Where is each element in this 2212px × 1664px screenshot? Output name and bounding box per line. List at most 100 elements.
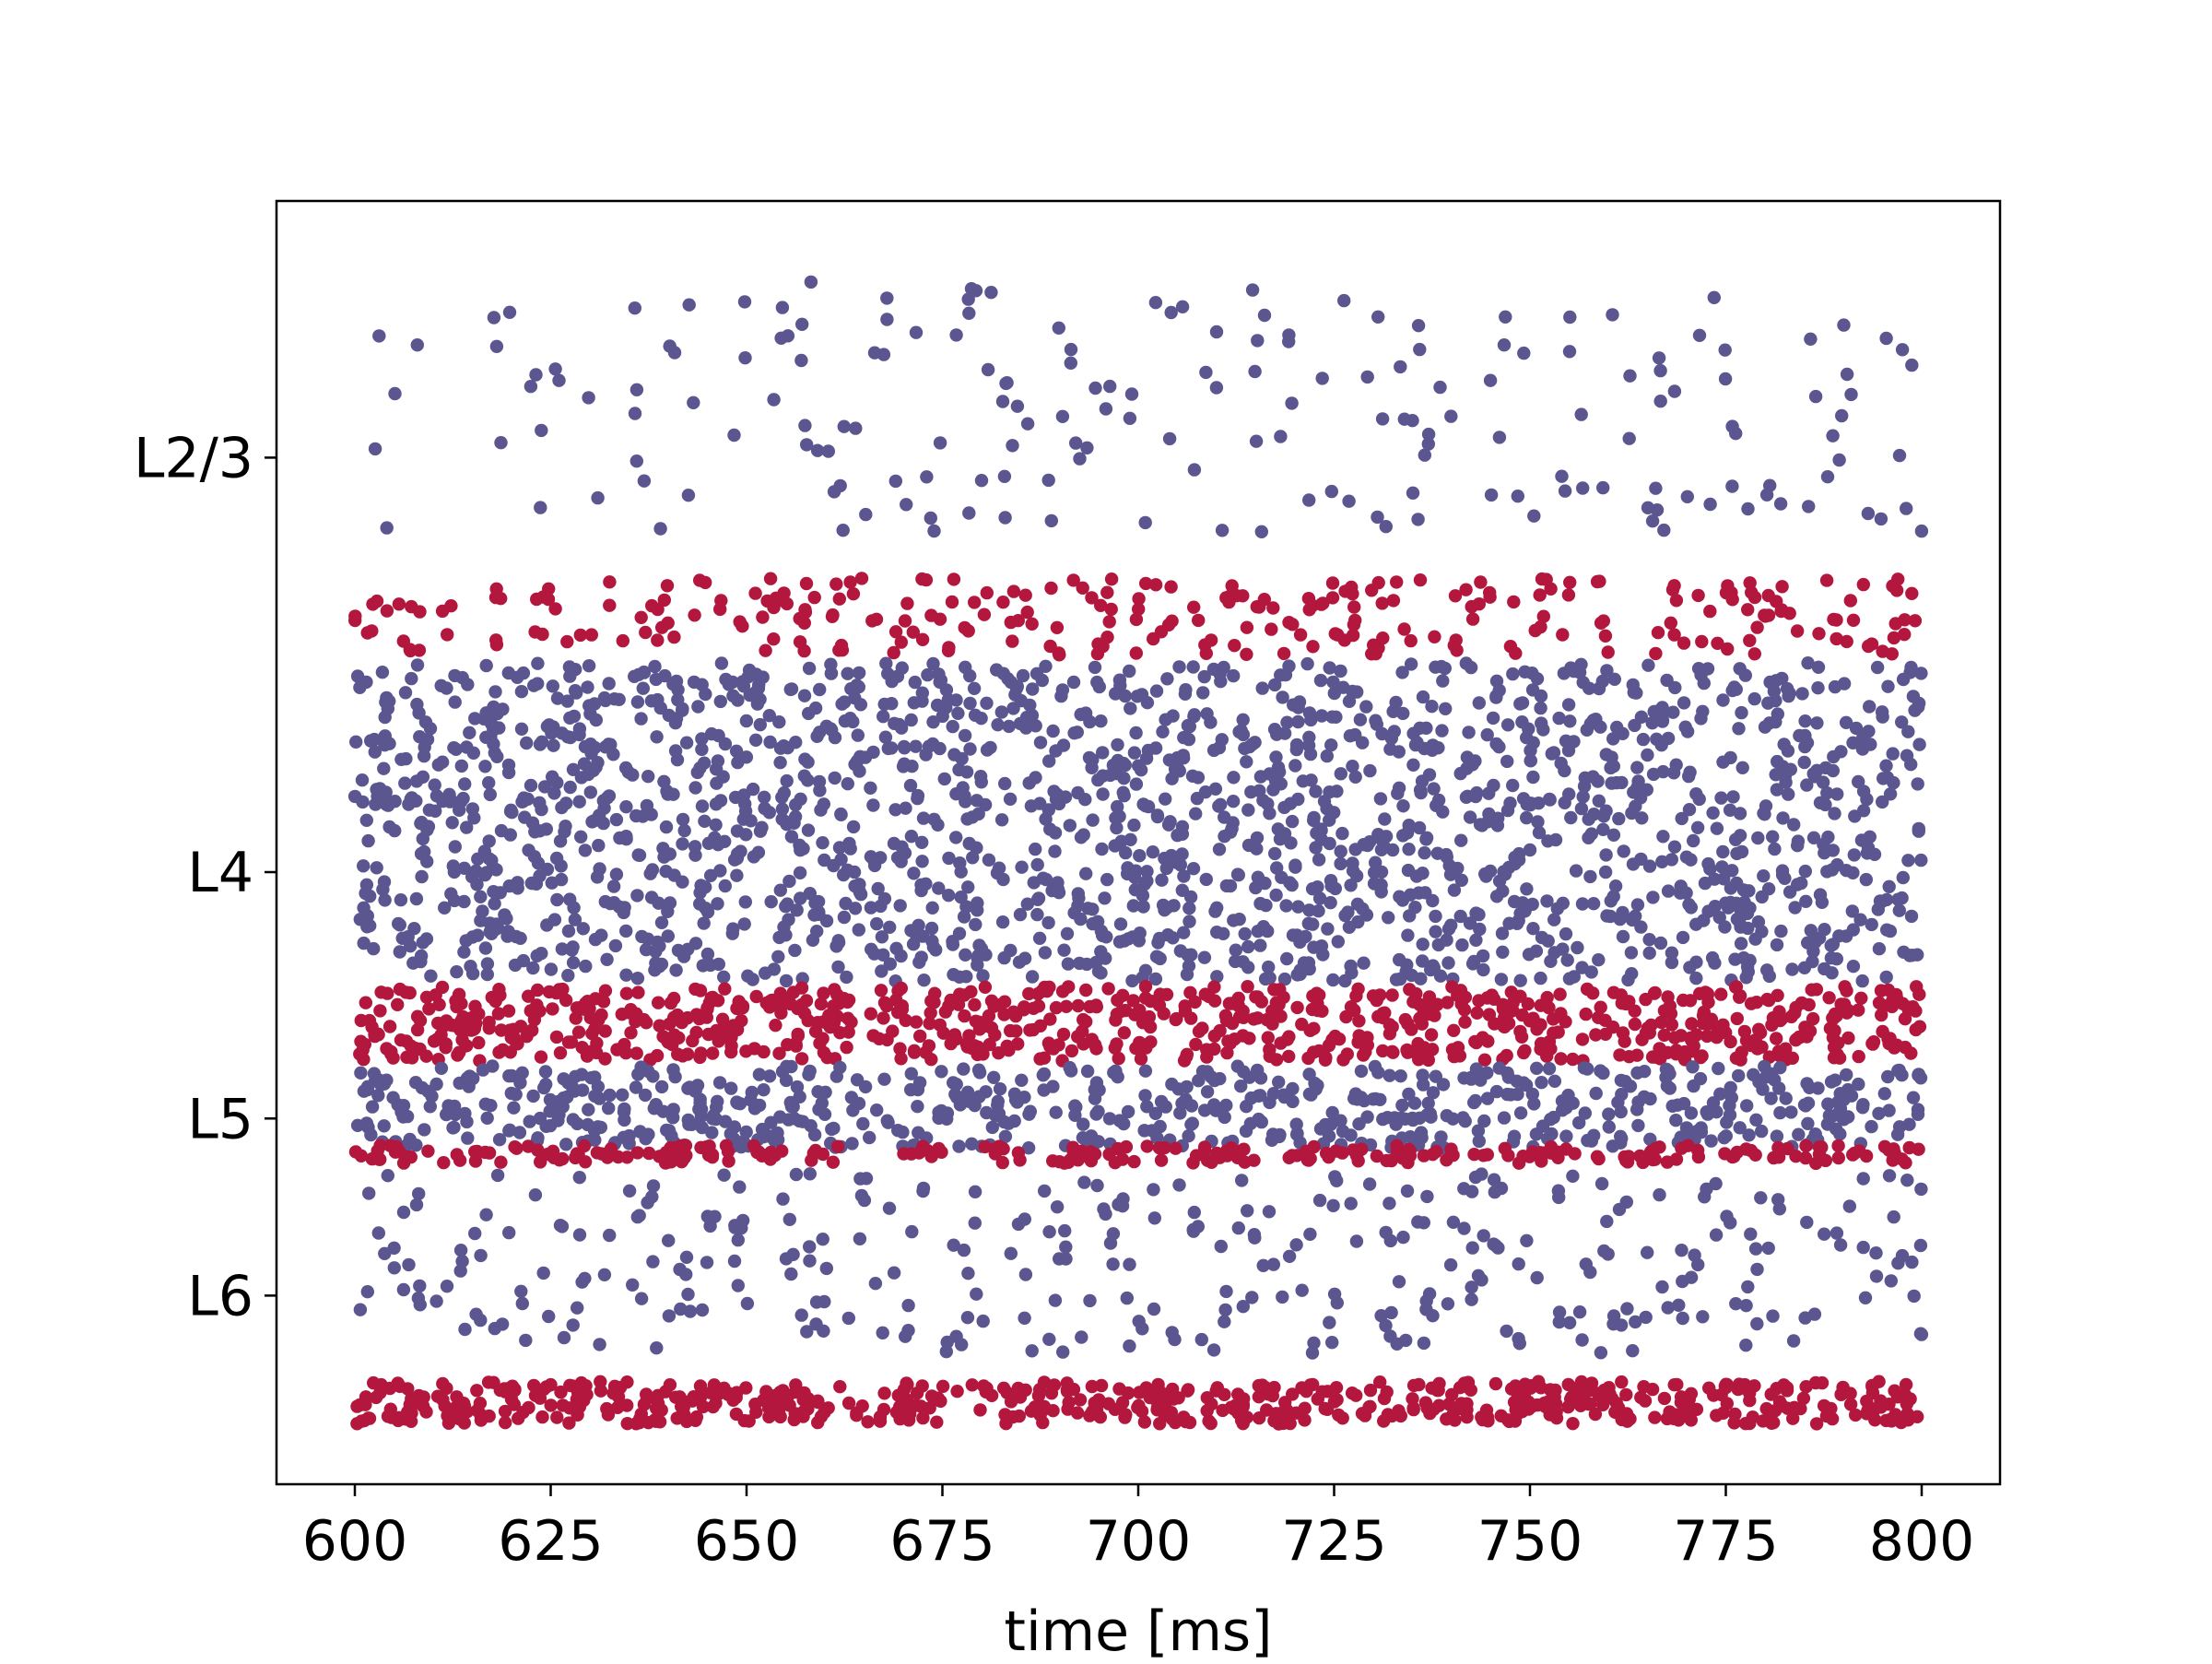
spike-dot [1700, 662, 1715, 676]
spike-dot [1280, 715, 1294, 729]
spike-dot [782, 874, 796, 889]
spike-dot [1911, 1107, 1925, 1122]
spike-dot [440, 1280, 454, 1293]
spike-dot [1066, 1382, 1081, 1397]
spike-dot [1423, 1406, 1437, 1421]
spike-dot [1194, 1332, 1209, 1347]
spike-dot [1828, 807, 1841, 820]
spike-dot [1588, 1407, 1603, 1422]
spike-dot [686, 1033, 700, 1048]
spike-dot [1744, 1143, 1759, 1158]
spike-dot [372, 782, 387, 796]
spike-dot [1286, 1387, 1300, 1401]
spike-dot [900, 498, 913, 512]
spike-dot [1133, 926, 1147, 940]
spike-dot [1586, 770, 1600, 784]
spike-dot [963, 668, 977, 683]
spike-dot [1175, 300, 1190, 313]
spike-dot [887, 836, 901, 851]
spike-dot [1500, 718, 1515, 732]
spike-dot [1173, 944, 1188, 958]
spike-dot [1511, 1407, 1524, 1422]
spike-dot [1749, 996, 1764, 1009]
spike-dot [740, 1296, 755, 1311]
spike-dot [1724, 585, 1738, 600]
spike-dot [714, 656, 729, 670]
spike-dot [676, 1049, 689, 1063]
spike-dot [434, 1061, 449, 1076]
spike-dot [1158, 1140, 1171, 1155]
spike-dot [1616, 726, 1630, 740]
spike-dot [1177, 869, 1191, 883]
spike-dot [1701, 856, 1715, 871]
spike-dot [1513, 974, 1527, 987]
spike-dot [763, 572, 778, 585]
spike-dot [730, 1095, 744, 1109]
spike-dot [1290, 1000, 1304, 1015]
spike-dot [749, 667, 763, 681]
spike-dot [1654, 1015, 1668, 1030]
spike-dot [1898, 1387, 1912, 1402]
spike-dot [561, 968, 575, 983]
spike-dot [1830, 787, 1844, 801]
spike-dot [1049, 1105, 1063, 1119]
spike-dot [1564, 1392, 1578, 1406]
spike-dot [1326, 1198, 1340, 1213]
spike-dot [1566, 1096, 1580, 1110]
spike-dot [782, 913, 795, 926]
spike-dot [987, 1070, 1001, 1085]
spike-dot [1756, 1082, 1770, 1096]
spike-dot [727, 428, 741, 443]
spike-dot [1025, 708, 1040, 723]
spike-dot [1207, 1042, 1221, 1056]
spike-dot [937, 772, 951, 786]
spike-dot [443, 792, 457, 806]
spike-dot [779, 1073, 794, 1088]
spike-dot [1469, 1062, 1484, 1076]
spike-dot [1514, 1030, 1529, 1044]
spike-dot [719, 1139, 734, 1153]
spike-dot [368, 442, 382, 456]
spike-dot [1900, 1174, 1914, 1187]
spike-dot [1213, 1023, 1227, 1038]
spike-dot [1068, 1108, 1082, 1123]
spike-dot [1707, 290, 1722, 304]
spike-dot [668, 744, 683, 758]
spike-dot [1667, 840, 1682, 854]
spike-dot [1834, 1387, 1848, 1402]
spike-dot [915, 632, 930, 646]
spike-dot [969, 917, 982, 932]
spike-dot [1806, 954, 1819, 969]
spike-dot [1210, 970, 1224, 984]
spike-dot [1614, 1129, 1628, 1144]
spike-dot [465, 966, 480, 981]
spike-dot [421, 1084, 435, 1099]
spike-dot [846, 820, 861, 834]
spike-dot [1772, 1395, 1787, 1409]
spike-dot [378, 710, 392, 725]
spike-dot [1109, 687, 1123, 701]
spike-dot [1282, 335, 1296, 348]
spike-dot [437, 1156, 451, 1170]
spike-dot [1079, 1015, 1093, 1029]
spike-dot [1253, 1071, 1268, 1085]
spike-dot [909, 739, 923, 753]
spike-dot [788, 943, 802, 958]
spike-dot [978, 1139, 993, 1154]
spike-dot [847, 865, 862, 879]
spike-dot [1089, 1107, 1103, 1121]
spike-dot [984, 286, 998, 300]
spike-dot [477, 844, 491, 858]
spike-dot [666, 787, 680, 801]
spike-dot [681, 1287, 695, 1302]
spike-dot [1503, 1005, 1517, 1019]
spike-dot [1887, 631, 1901, 645]
spike-dot [583, 707, 597, 721]
spike-dot [1771, 1140, 1785, 1155]
spike-dot [1274, 668, 1288, 682]
spike-dot [1635, 811, 1649, 825]
spike-dot [479, 1208, 493, 1221]
spike-dot [378, 893, 392, 907]
spike-dot [1353, 713, 1368, 726]
spike-dot [1676, 930, 1690, 945]
